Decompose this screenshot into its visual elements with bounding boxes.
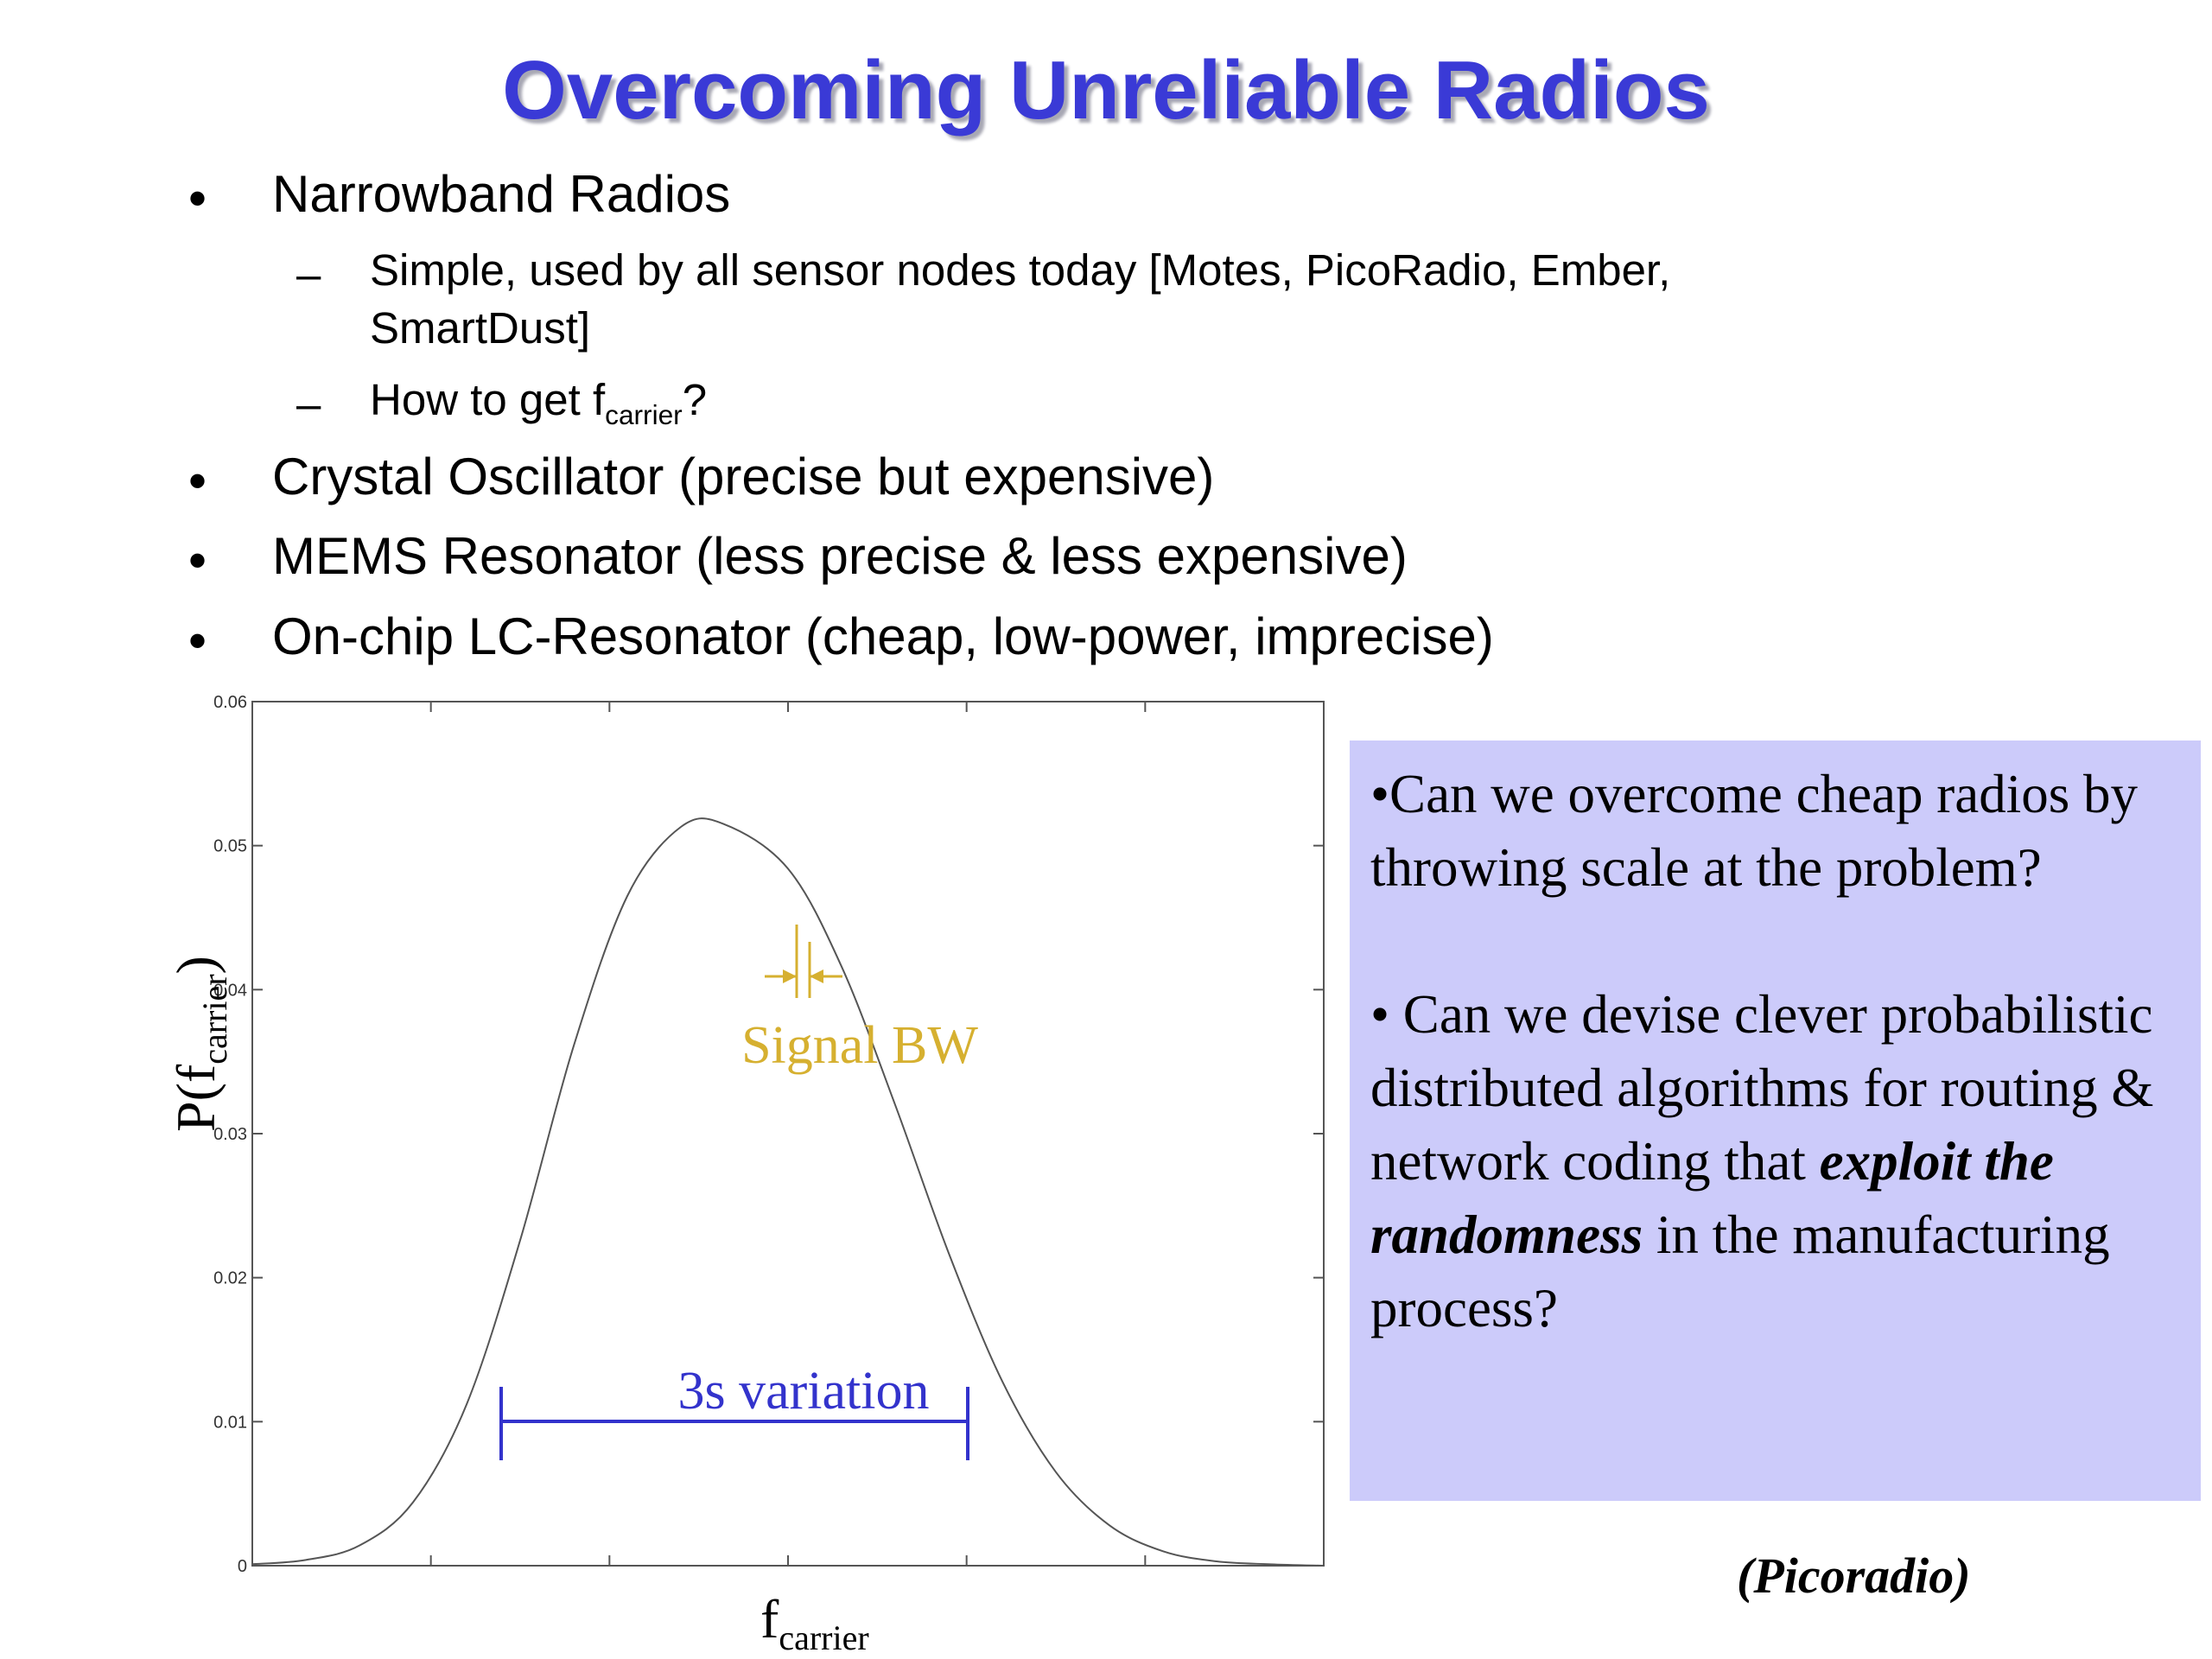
question-1: •Can we overcome cheap radios by throwin… <box>1370 764 2138 898</box>
dash-marker: – <box>296 250 321 299</box>
y-tick-labels: 0 0.01 0.02 0.03 0.04 0.05 0.06 <box>213 693 247 1576</box>
variation-bracket <box>499 1387 969 1460</box>
subbullet-fcarrier: How to get fcarrier? <box>370 375 708 431</box>
signal-bw-marker <box>765 925 842 998</box>
bullet-mems: MEMS Resonator (less precise & less expe… <box>272 527 1408 585</box>
series-line <box>251 817 1325 1567</box>
slide-title: Overcoming Unreliable Radios <box>502 44 1710 137</box>
dash-marker: – <box>296 379 321 429</box>
y-tick-label: 0 <box>238 1557 247 1576</box>
question-box: •Can we overcome cheap radios by throwin… <box>1350 741 2201 1501</box>
source-caption: (Picoradio) <box>1737 1548 1971 1604</box>
x-axis-label: fcarrier <box>760 1588 869 1657</box>
y-tick-label: 0.05 <box>213 837 247 856</box>
subbullet-simple-cont: SmartDust] <box>370 303 591 353</box>
bullet-marker: • <box>188 612 207 670</box>
y-tick-label: 0.06 <box>213 693 247 712</box>
bullet-marker: • <box>188 452 207 510</box>
plot-area <box>251 701 1325 1567</box>
bullet-narrowband: Narrowband Radios <box>272 165 731 223</box>
question-2: • Can we devise clever probabilistic dis… <box>1370 984 2154 1338</box>
bullet-marker: • <box>188 169 207 227</box>
variation-label: 3s variation <box>678 1362 930 1421</box>
subbullet-simple: Simple, used by all sensor nodes today [… <box>370 245 1671 295</box>
y-tick-label: 0.03 <box>213 1125 247 1144</box>
bullet-crystal: Crystal Oscillator (precise but expensiv… <box>272 448 1215 505</box>
signal-bw-label: Signal BW <box>741 1016 978 1075</box>
tick-marks <box>252 701 1324 1567</box>
y-tick-label: 0.02 <box>213 1269 247 1288</box>
y-tick-label: 0.04 <box>213 981 247 1000</box>
y-axis-label: P(fcarrier) <box>165 956 234 1132</box>
y-tick-label: 0.01 <box>213 1413 247 1432</box>
bullet-marker: • <box>188 531 207 589</box>
bullet-lc: On-chip LC-Resonator (cheap, low-power, … <box>272 607 1494 665</box>
